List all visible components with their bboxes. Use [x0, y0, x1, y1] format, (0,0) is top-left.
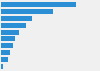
Bar	[1, 16, 32, 21]
Bar	[1, 9, 53, 14]
Bar	[1, 2, 76, 7]
Bar	[1, 64, 3, 69]
Bar	[1, 30, 19, 35]
Bar	[1, 57, 8, 62]
Bar	[1, 23, 26, 28]
Bar	[1, 36, 15, 41]
Bar	[1, 43, 12, 48]
Bar	[1, 50, 10, 55]
